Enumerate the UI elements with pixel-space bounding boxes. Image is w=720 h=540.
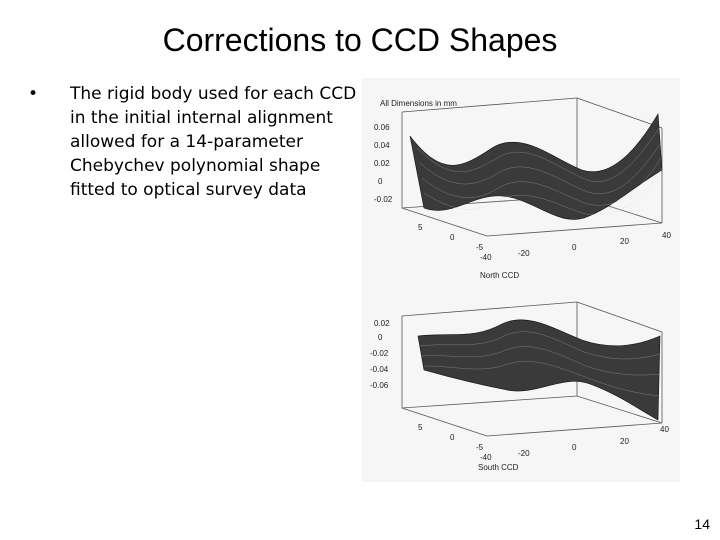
bullet-marker: • — [28, 84, 39, 104]
south-box-top — [401, 301, 578, 317]
north-caption: North CCD — [480, 271, 519, 280]
north-z-tick: 0.06 — [374, 123, 390, 132]
north-z-tick: 0.04 — [374, 141, 390, 150]
north-y-tick: 0 — [450, 233, 455, 242]
figure-header: All Dimensions in mm — [380, 99, 457, 108]
south-z-tick: -0.06 — [370, 381, 389, 390]
south-y-tick: -5 — [476, 443, 484, 452]
north-ccd-plot: 0.06 0.04 0.02 0 -0.02 5 0 -5 -40 -20 0 … — [374, 97, 671, 280]
south-x-tick: 40 — [660, 425, 669, 434]
north-box-bottom-front — [486, 222, 663, 237]
south-x-tick: 0 — [572, 443, 577, 452]
south-z-tick: 0 — [378, 333, 383, 342]
ccd-surface-plots: All Dimensions in mm 0.06 0.04 0.02 0 — [370, 97, 671, 472]
south-z-tick: -0.04 — [370, 365, 389, 374]
south-x-tick: 20 — [620, 437, 629, 446]
north-box-top — [401, 97, 578, 113]
north-x-tick: 40 — [662, 231, 671, 240]
south-box-bottom-left — [401, 407, 488, 437]
north-z-tick: 0.02 — [374, 159, 390, 168]
north-z-tick: 0 — [378, 177, 383, 186]
north-surface — [409, 113, 663, 220]
south-y-tick: 5 — [418, 423, 423, 432]
south-caption: South CCD — [478, 463, 519, 472]
north-box-frame — [401, 112, 663, 224]
south-z-tick: 0.02 — [374, 319, 390, 328]
slide-title: Corrections to CCD Shapes — [162, 22, 558, 58]
north-z-tick: -0.02 — [374, 195, 393, 204]
south-surface — [417, 319, 661, 421]
bullet-text: The rigid body used for each CCD in the … — [70, 84, 357, 200]
north-x-tick: 0 — [572, 243, 577, 252]
south-x-tick: -40 — [480, 453, 492, 462]
north-x-tick: -20 — [518, 249, 530, 258]
north-y-tick: -5 — [476, 243, 484, 252]
north-box-bottom-left — [401, 207, 488, 237]
south-x-tick: -20 — [518, 449, 530, 458]
page-number: 14 — [694, 516, 710, 532]
north-y-tick: 5 — [418, 223, 423, 232]
south-box-top-right — [576, 301, 663, 333]
south-surface-wire — [419, 331, 661, 397]
north-box-top-right — [576, 97, 663, 129]
south-box-bottom-front — [486, 422, 663, 437]
south-ccd-plot: 0.02 0 -0.02 -0.04 -0.06 5 0 -5 -40 -20 … — [370, 301, 669, 472]
north-x-tick: -40 — [480, 253, 492, 262]
south-z-tick: -0.02 — [370, 349, 389, 358]
south-box-frame — [401, 316, 663, 424]
south-y-tick: 0 — [450, 433, 455, 442]
north-x-tick: 20 — [620, 237, 629, 246]
ccd-shape-figure: All Dimensions in mm 0.06 0.04 0.02 0 — [362, 78, 680, 482]
north-surface-wire — [416, 127, 663, 215]
